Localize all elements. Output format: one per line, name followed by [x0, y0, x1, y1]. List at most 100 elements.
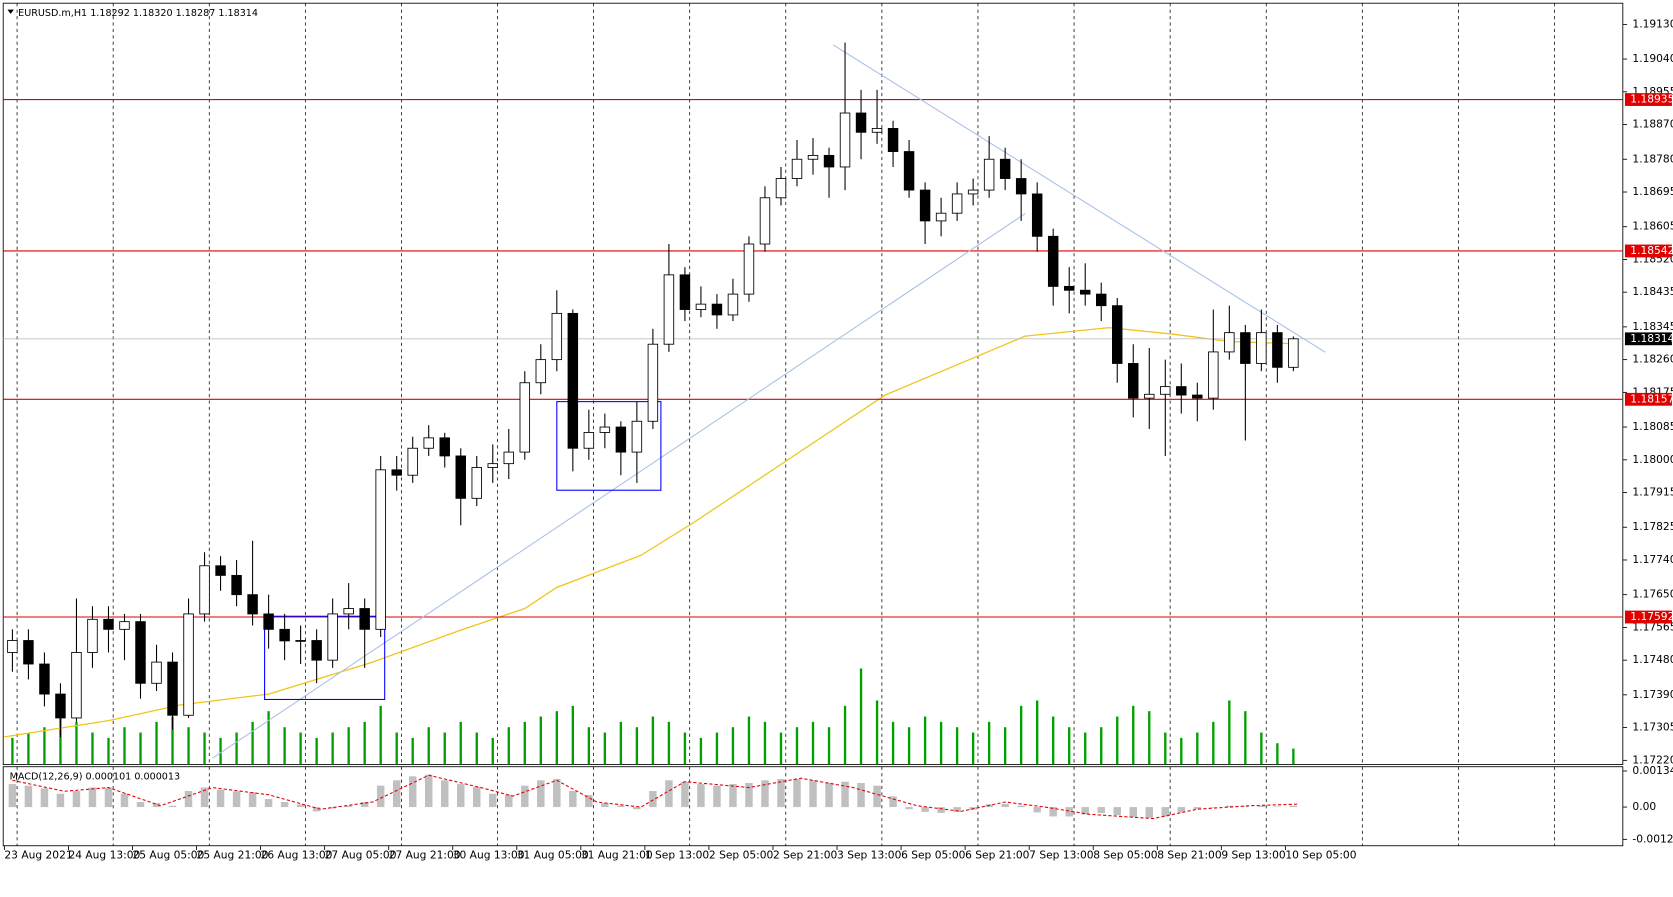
- x-tick-label: 8 Sep 05:00: [1093, 848, 1158, 861]
- candle-body: [503, 451, 515, 465]
- x-tick-label: 26 Aug 13:00: [261, 848, 333, 861]
- x-tick-label: 3 Sep 13:00: [837, 848, 902, 861]
- y-tick-label: 1.18085: [1632, 420, 1673, 433]
- x-tick-label: 27 Aug 05:00: [325, 848, 397, 861]
- x-tick-label: 30 Aug 13:00: [453, 848, 525, 861]
- macd-y-tick-label: -0.001206: [1632, 832, 1673, 845]
- y-tick-label: 1.18000: [1632, 453, 1673, 466]
- macd-histogram-bar: [1209, 807, 1218, 808]
- y-tick-label: 1.17915: [1632, 486, 1673, 499]
- candle-body: [935, 212, 947, 222]
- macd-histogram-bar: [1273, 806, 1282, 808]
- candle-body: [23, 640, 34, 665]
- macd-histogram-bar: [136, 801, 145, 808]
- candle-body: [855, 112, 867, 133]
- y-tick-label: 1.18870: [1632, 118, 1673, 131]
- y-tick-label: 1.18345: [1632, 320, 1673, 333]
- macd-histogram-bar: [248, 792, 257, 808]
- candle-body: [263, 613, 274, 630]
- y-tick-label: 1.18260: [1632, 353, 1673, 366]
- candle-body: [615, 426, 627, 453]
- macd-histogram-bar: [745, 783, 753, 808]
- macd-y-tick-label: 0.001349: [1632, 764, 1673, 777]
- menu-arrow[interactable]: [7, 9, 14, 14]
- current-price-bg: [1624, 332, 1672, 346]
- macd-histogram-bar: [873, 785, 881, 808]
- macd-histogram-bar: [521, 785, 529, 808]
- macd-histogram-bar: [88, 787, 97, 808]
- x-tick-label: 10 Sep 05:00: [1285, 848, 1356, 861]
- macd-histogram-bar: [1177, 807, 1186, 813]
- y-tick-label: 1.17650: [1632, 588, 1673, 601]
- candle-body: [1063, 285, 1075, 291]
- x-tick-label: 2 Sep 21:00: [773, 848, 838, 861]
- macd-histogram-bar: [489, 793, 497, 808]
- candle-body: [919, 189, 931, 222]
- macd-histogram-bar: [152, 803, 161, 808]
- zone-rectangle: [556, 401, 662, 491]
- macd-y-tick-label: 0.00: [1632, 800, 1656, 813]
- candle-body: [359, 608, 370, 630]
- candle-body: [1192, 394, 1203, 399]
- macd-histogram-bar: [1129, 807, 1137, 818]
- macd-histogram-bar: [280, 801, 289, 808]
- candle-body: [823, 154, 835, 168]
- candle-body: [199, 565, 210, 615]
- x-tick-label: 9 Sep 13:00: [1221, 848, 1286, 861]
- macd-histogram-bar: [24, 785, 33, 808]
- macd-histogram-bar: [8, 784, 17, 808]
- macd-histogram-bar: [360, 801, 369, 808]
- x-tick-label: 25 Aug 21:00: [197, 848, 269, 861]
- macd-histogram-bar: [312, 807, 321, 812]
- macd-histogram-bar: [216, 789, 225, 808]
- candle-body: [1095, 293, 1107, 307]
- macd-histogram-bar: [168, 805, 177, 808]
- candle-body: [1256, 332, 1267, 364]
- candle-body: [39, 663, 50, 695]
- candle-body: [1079, 289, 1091, 295]
- macd-histogram-bar: [1193, 807, 1202, 810]
- candle-body: [167, 661, 178, 716]
- candle-body: [599, 426, 611, 433]
- macd-histogram-bar: [1001, 803, 1009, 808]
- x-tick-label: 1 Sep 13:00: [645, 848, 710, 861]
- macd-histogram-bar: [1257, 805, 1266, 808]
- x-tick-label: 24 Aug 13:00: [68, 848, 140, 861]
- candle-body: [1272, 332, 1283, 368]
- candle-body: [119, 621, 130, 630]
- candle-body: [407, 447, 418, 476]
- macd-histogram-bar: [777, 778, 785, 808]
- y-tick-label: 1.18435: [1632, 285, 1673, 298]
- macd-histogram-bar: [296, 804, 305, 808]
- candle-body: [247, 594, 258, 615]
- y-tick-label: 1.17480: [1632, 653, 1673, 666]
- macd-histogram-bar: [1161, 807, 1170, 817]
- y-tick-label: 1.18605: [1632, 220, 1673, 233]
- candle-body: [135, 621, 146, 684]
- macd-histogram-bar: [809, 780, 817, 808]
- level-label: 1.17592: [1630, 610, 1673, 623]
- macd-histogram-bar: [937, 807, 945, 813]
- level-label-bg: [1624, 244, 1672, 258]
- x-tick-label: 2 Sep 05:00: [709, 848, 774, 861]
- macd-histogram-bar: [1017, 805, 1025, 808]
- candle-body: [903, 151, 915, 191]
- main-panel: [2, 2, 1624, 766]
- y-tick-label: 1.17305: [1632, 721, 1673, 734]
- y-tick-label: 1.18695: [1632, 185, 1673, 198]
- day-separators: [16, 3, 1555, 846]
- macd-histogram-bar: [408, 776, 417, 808]
- macd-histogram-bar: [537, 780, 545, 808]
- macd-histogram-bar: [424, 774, 433, 808]
- macd-histogram-bar: [857, 783, 865, 808]
- macd-histogram-bar: [793, 778, 801, 808]
- level-label-bg: [1624, 93, 1672, 106]
- y-tick-label: 1.18780: [1632, 152, 1673, 165]
- candle-body: [583, 432, 595, 449]
- x-tick-label: 7 Sep 13:00: [1029, 848, 1094, 861]
- candle-body: [759, 197, 771, 245]
- macd-histogram-bar: [601, 803, 609, 808]
- x-tick-label: 27 Aug 21:00: [389, 848, 461, 861]
- candle-body: [295, 640, 306, 642]
